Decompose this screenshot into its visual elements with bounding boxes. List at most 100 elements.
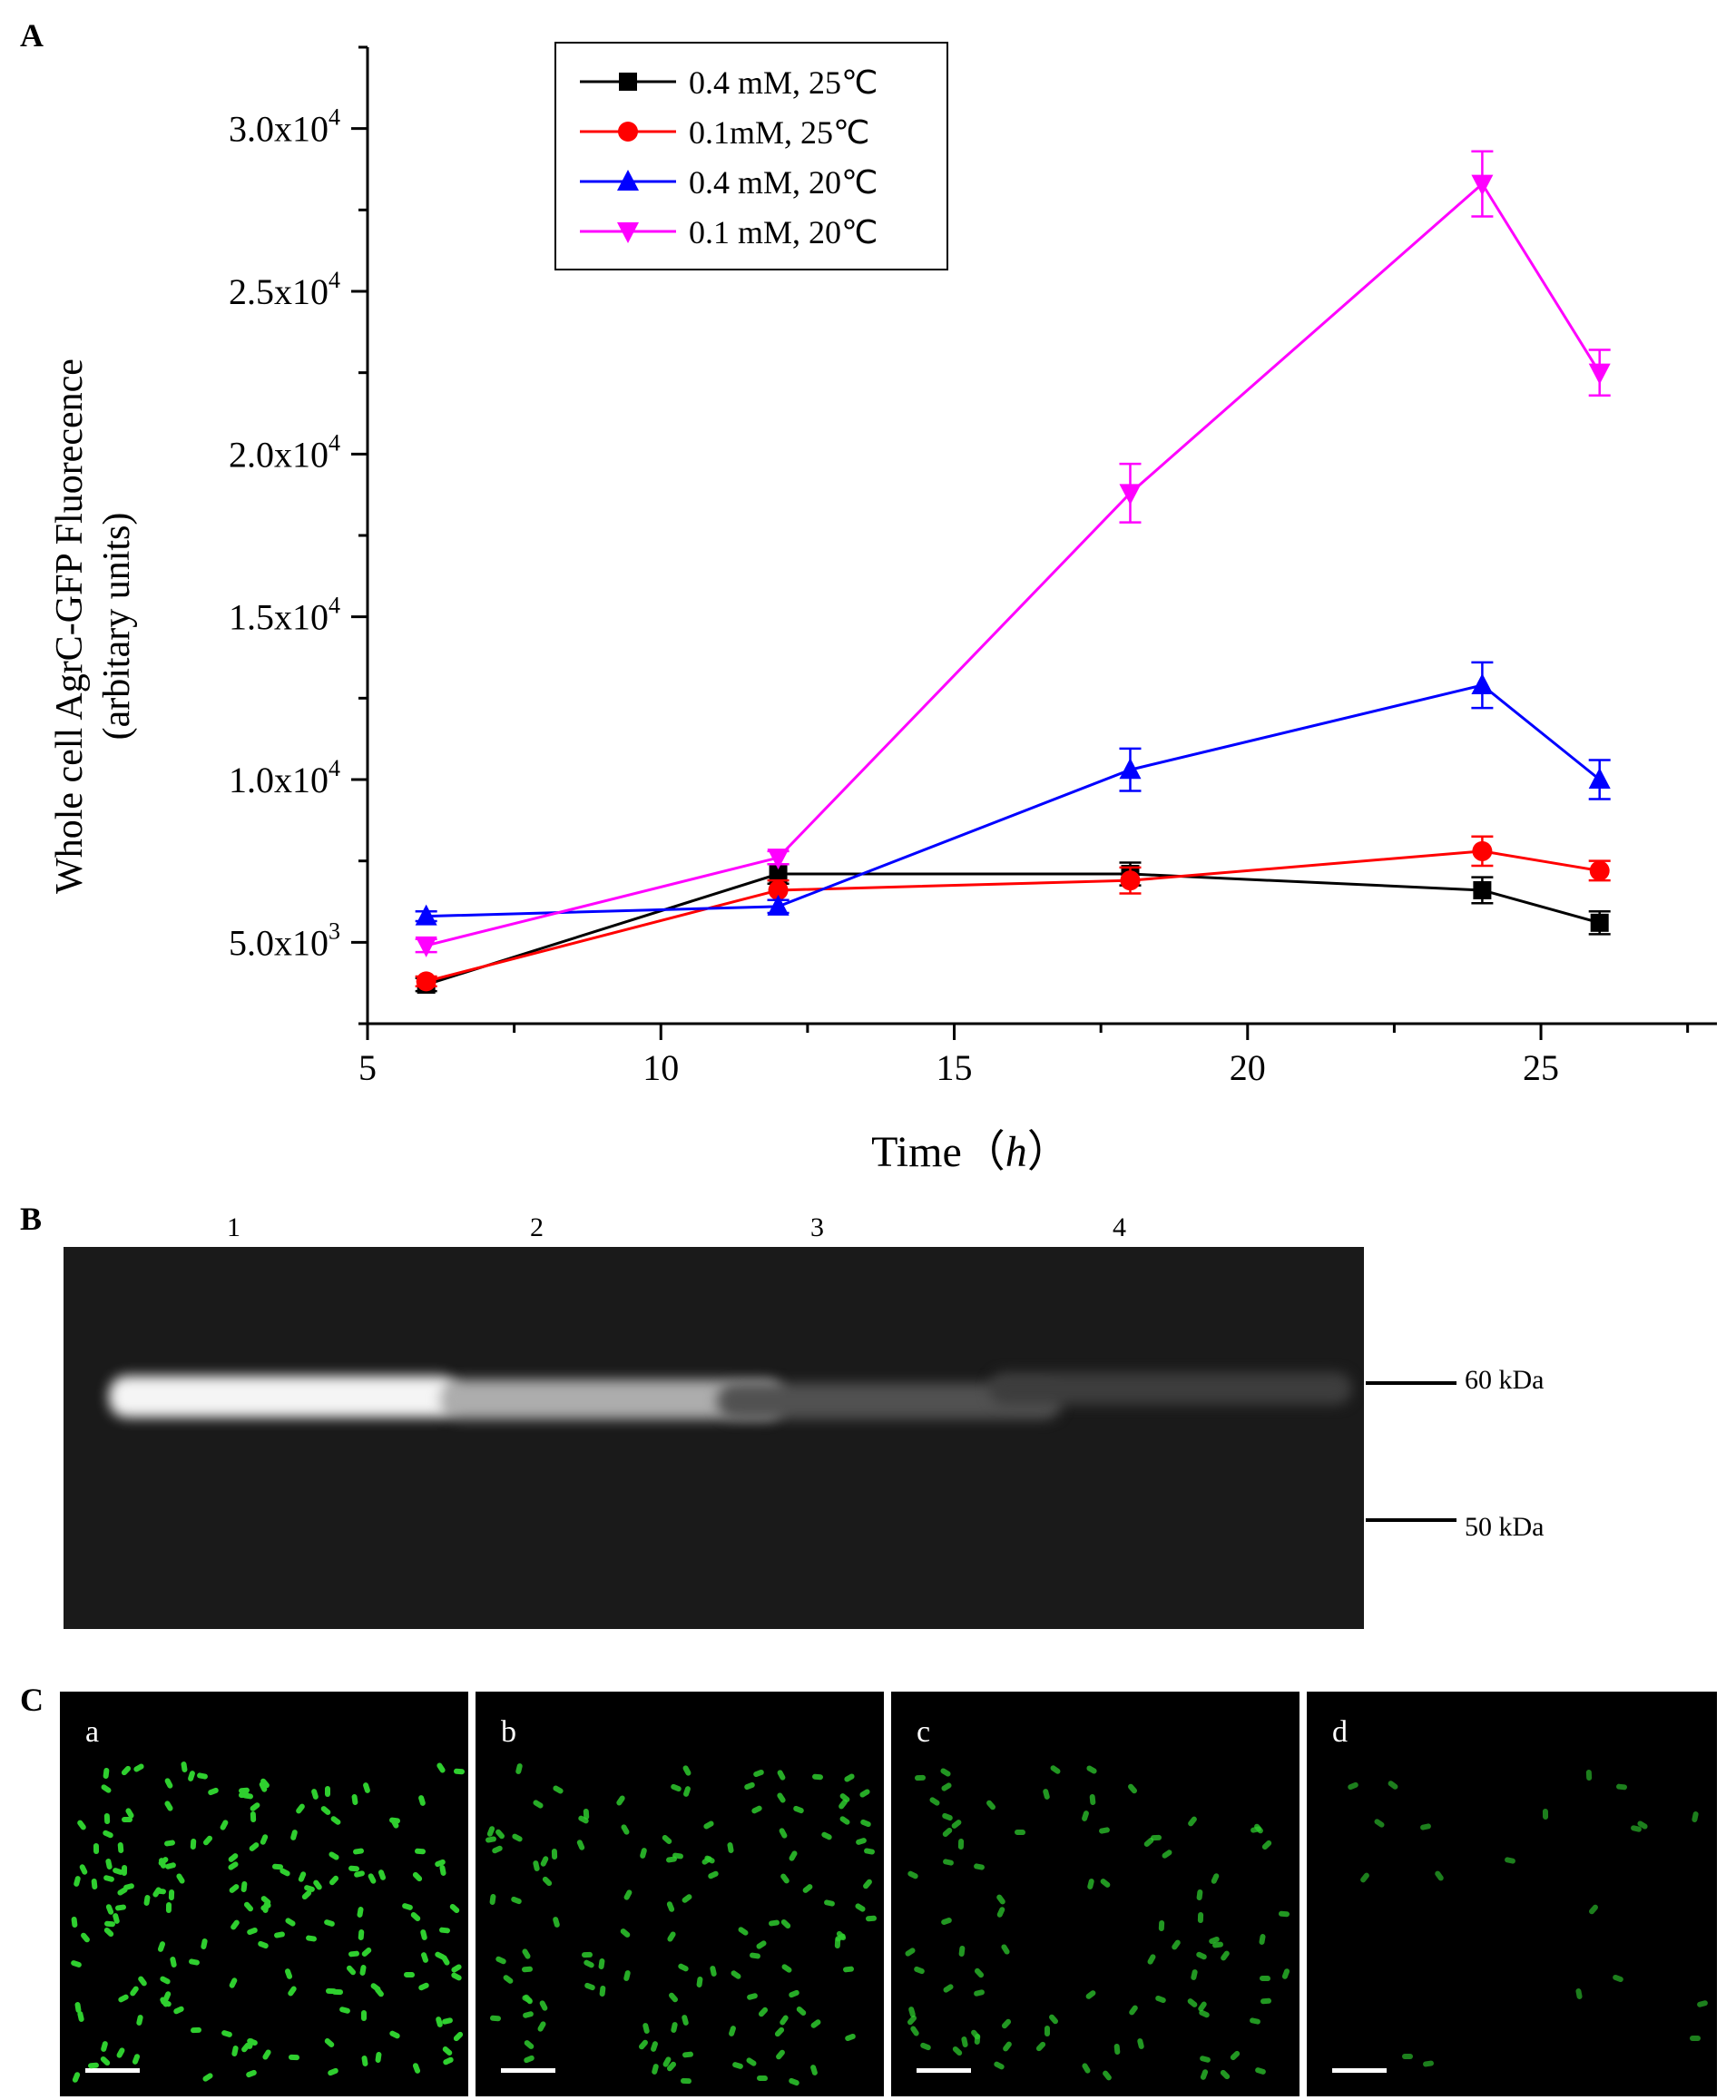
bacterium-cell — [1387, 1780, 1399, 1791]
bacterium-cell — [131, 2053, 141, 2066]
bacterium-cell — [1098, 1827, 1111, 1835]
bacterium-cell — [1195, 1950, 1208, 1960]
bacterium-cell — [985, 1799, 996, 1811]
bacterium-cell — [1154, 1994, 1167, 2004]
bacterium-cell — [104, 1920, 116, 1928]
bacterium-cell — [71, 2071, 81, 2085]
lane-number-3: 3 — [810, 1212, 824, 1242]
bacterium-cell — [1504, 1856, 1516, 1864]
bacterium-cell — [250, 1811, 256, 1822]
y-tick-label: 2.5x104 — [229, 267, 340, 312]
legend-label: 0.4 mM, 20℃ — [689, 164, 878, 201]
bacterium-cell — [707, 1869, 721, 1880]
bacterium-cell — [522, 2010, 535, 2019]
bacterium-cell — [1278, 1910, 1290, 1918]
bacterium-cell — [731, 2061, 745, 2070]
bacterium-cell — [650, 2040, 659, 2053]
bacterium-cell — [249, 1801, 261, 1812]
bacterium-cell — [745, 2056, 758, 2068]
bacterium-cell — [310, 1788, 319, 1801]
micrograph-label-b: b — [501, 1715, 516, 1749]
bacterium-cell — [163, 1777, 173, 1790]
bacterium-cell — [103, 1874, 115, 1883]
bacterium-cell — [71, 1916, 78, 1928]
bacterium-cell — [623, 1969, 632, 1982]
bacterium-cell — [168, 1889, 174, 1900]
bacterium-cell — [1358, 1871, 1370, 1884]
data-point — [415, 904, 437, 926]
bacterium-cell — [1280, 1968, 1290, 1980]
data-point — [619, 73, 637, 91]
bacterium-cell — [175, 1872, 187, 1886]
bacterium-cell — [531, 1799, 544, 1810]
bacterium-cell — [328, 1874, 339, 1887]
bacterium-cell — [229, 1918, 240, 1931]
bacterium-cell — [172, 2006, 185, 2016]
western-blot-gel — [64, 1247, 1364, 1629]
bacterium-cell — [103, 1768, 110, 1780]
bacterium-cell — [323, 2037, 336, 2049]
bacterium-cell — [941, 1826, 954, 1839]
y-tick-label: 2.0x104 — [229, 429, 340, 475]
bacterium-cell — [696, 1976, 703, 1988]
bacterium-cell — [552, 1784, 564, 1795]
bacterium-cell — [219, 1819, 230, 1832]
bacterium-cell — [99, 2055, 112, 2067]
bacterium-cell — [820, 1830, 834, 1841]
bacterium-cell — [1170, 1938, 1182, 1951]
bacterium-cell — [768, 1919, 780, 1927]
data-point — [767, 894, 790, 916]
bacterium-cell — [779, 2013, 790, 2026]
bacterium-cell — [228, 1883, 240, 1895]
lane-number-4: 4 — [1113, 1212, 1126, 1242]
data-point — [617, 170, 639, 191]
bacterium-cell — [286, 1985, 298, 1997]
bacterium-cell — [811, 1773, 824, 1781]
series-2 — [415, 835, 1611, 992]
bacterium-cell — [159, 1975, 172, 1986]
bacterium-cell — [1253, 1822, 1265, 1835]
bacterium-cell — [180, 1761, 188, 1773]
bacterium-cell — [1127, 2004, 1139, 2017]
bacterium-cell — [162, 1990, 172, 2003]
bacterium-cell — [122, 1816, 133, 1822]
bacterium-cell — [414, 1848, 427, 1854]
x-tick-label: 5 — [358, 1047, 377, 1088]
bacterium-cell — [357, 1906, 365, 1918]
bacterium-cell — [1542, 1808, 1548, 1820]
bacterium-cell — [523, 2055, 536, 2065]
bacterium-cell — [338, 2006, 351, 2015]
bacterium-cell — [1696, 1999, 1709, 2008]
scale-bar — [501, 2068, 555, 2073]
bacterium-cell — [319, 1804, 332, 1816]
bacterium-cell — [135, 2014, 144, 2026]
bacterium-cell — [91, 1878, 98, 1890]
bacterium-cell — [536, 2020, 547, 2033]
bacterium-cell — [682, 1764, 692, 1777]
bacterium-cell — [941, 1983, 955, 1995]
lane-number-1: 1 — [227, 1212, 240, 1242]
bacterium-cell — [582, 1952, 593, 1958]
bacterium-cell — [1585, 1770, 1593, 1781]
bacterium-cell — [104, 1902, 114, 1916]
bacterium-cell — [583, 1808, 590, 1820]
bacterium-cell — [117, 1993, 130, 2004]
bacterium-cell — [1086, 1878, 1095, 1890]
bacterium-cell — [128, 1985, 140, 1998]
bacterium-cell — [788, 1988, 800, 1998]
y-axis-title-line1: Whole cell AgrC-GFP Fluorecence — [49, 358, 91, 894]
bacterium-cell — [538, 1999, 549, 2012]
bacterium-cell — [539, 1855, 549, 1868]
bacterium-cell — [163, 1800, 174, 1812]
bacterium-cell — [1199, 2055, 1211, 2064]
bacterium-cell — [132, 1762, 145, 1773]
bacterium-cell — [495, 1955, 507, 1966]
data-point — [1471, 174, 1494, 196]
bacterium-cell — [164, 1840, 176, 1848]
band-lane-4 — [989, 1372, 1352, 1405]
data-point — [1471, 672, 1494, 694]
bacterium-cell — [409, 1910, 422, 1922]
bacterium-cell — [187, 1770, 196, 1782]
bacterium-cell — [351, 1793, 359, 1806]
bacterium-cell — [788, 1849, 799, 1862]
